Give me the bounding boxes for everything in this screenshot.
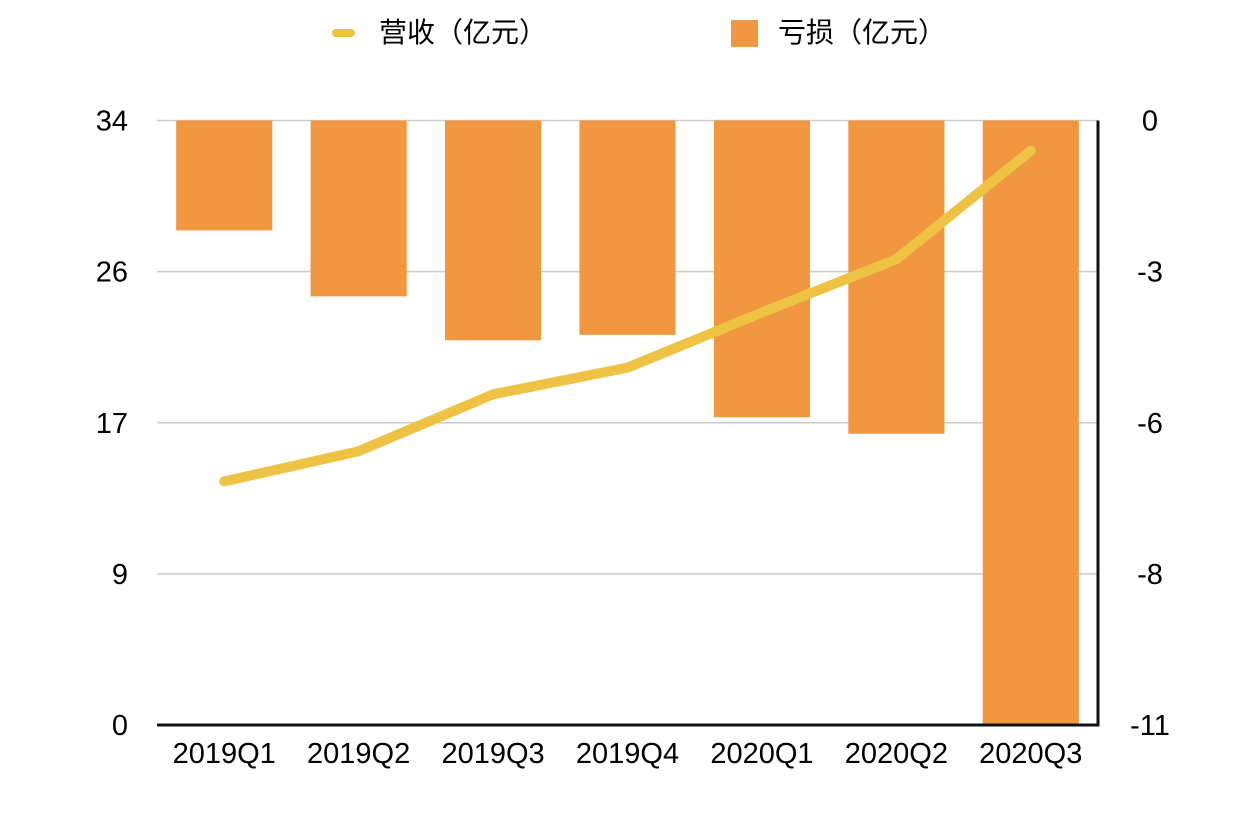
legend-item-loss: 亏损（亿元） bbox=[731, 14, 946, 52]
loss-bar-2019Q1 bbox=[176, 120, 273, 231]
loss-bar-legend-icon bbox=[731, 19, 758, 47]
right-axis-tick-label: -6 bbox=[1137, 408, 1163, 440]
loss-bar-2020Q3 bbox=[982, 120, 1079, 725]
x-axis-tick-label: 2020Q1 bbox=[710, 738, 813, 770]
loss-bar-2020Q1 bbox=[713, 120, 810, 418]
x-axis-tick-label: 2019Q2 bbox=[307, 738, 410, 770]
left-axis-tick-label: 9 bbox=[112, 559, 128, 591]
x-axis-tick-label: 2019Q1 bbox=[173, 738, 276, 770]
legend-label-loss: 亏损（亿元） bbox=[778, 17, 947, 48]
left-axis-tick-label: 0 bbox=[112, 710, 128, 742]
right-axis-tick-label: 0 bbox=[1142, 106, 1158, 138]
legend-label-revenue: 营收（亿元） bbox=[379, 17, 548, 48]
x-axis-tick-label: 2019Q3 bbox=[441, 738, 544, 770]
legend-item-revenue: 营收（亿元） bbox=[332, 14, 547, 52]
x-axis-tick-label: 2019Q4 bbox=[576, 738, 679, 770]
x-axis-tick-label: 2020Q3 bbox=[979, 738, 1082, 770]
loss-bar-2019Q3 bbox=[445, 120, 542, 341]
revenue-line-legend-icon bbox=[332, 29, 355, 37]
revenue-line bbox=[219, 145, 1036, 487]
left-axis-tick-label: 26 bbox=[96, 257, 128, 289]
left-axis-tick-label: 17 bbox=[96, 408, 128, 440]
loss-bar-2019Q4 bbox=[579, 120, 676, 335]
right-axis-tick-label: -3 bbox=[1137, 257, 1163, 289]
right-axis-tick-label: -11 bbox=[1130, 710, 1170, 742]
x-axis-tick-label: 2020Q2 bbox=[845, 738, 948, 770]
left-axis-tick-label: 34 bbox=[96, 106, 128, 138]
right-axis-tick-label: -8 bbox=[1137, 559, 1163, 591]
loss-bar-2019Q2 bbox=[310, 120, 407, 297]
